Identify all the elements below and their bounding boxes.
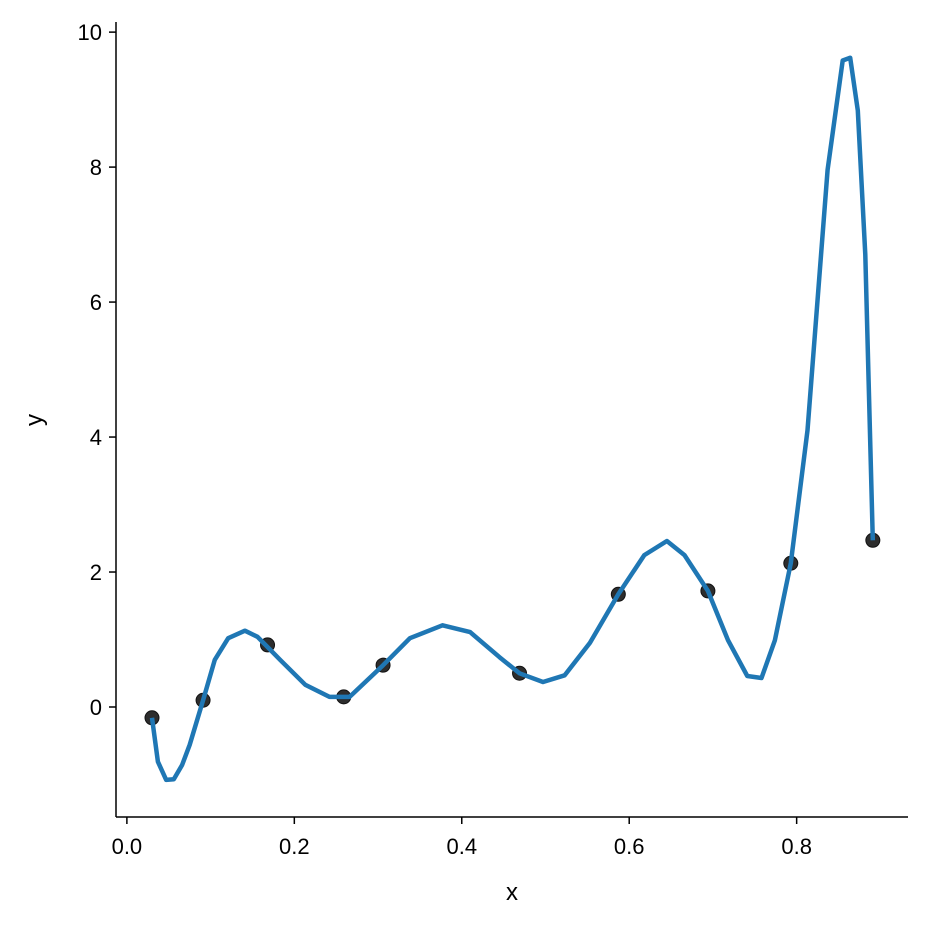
y-axis-label: y [21, 414, 48, 426]
plot-area [144, 55, 881, 783]
y-tick-label: 2 [90, 560, 102, 585]
x-tick-label: 0.0 [112, 834, 143, 859]
y-tick-label: 10 [78, 20, 102, 45]
x-ticks: 0.0 0.2 0.4 0.6 0.8 [112, 817, 812, 859]
x-tick-label: 0.2 [279, 834, 310, 859]
y-tick-label: 6 [90, 290, 102, 315]
y-tick-label: 8 [90, 155, 102, 180]
x-tick-label: 0.6 [614, 834, 645, 859]
fit-curve [149, 55, 876, 783]
y-ticks: 0 2 4 6 8 10 [78, 20, 116, 720]
y-tick-label: 4 [90, 425, 102, 450]
y-tick-label: 0 [90, 695, 102, 720]
x-tick-label: 0.8 [781, 834, 812, 859]
x-axis-label: x [506, 879, 518, 906]
x-tick-label: 0.4 [446, 834, 477, 859]
